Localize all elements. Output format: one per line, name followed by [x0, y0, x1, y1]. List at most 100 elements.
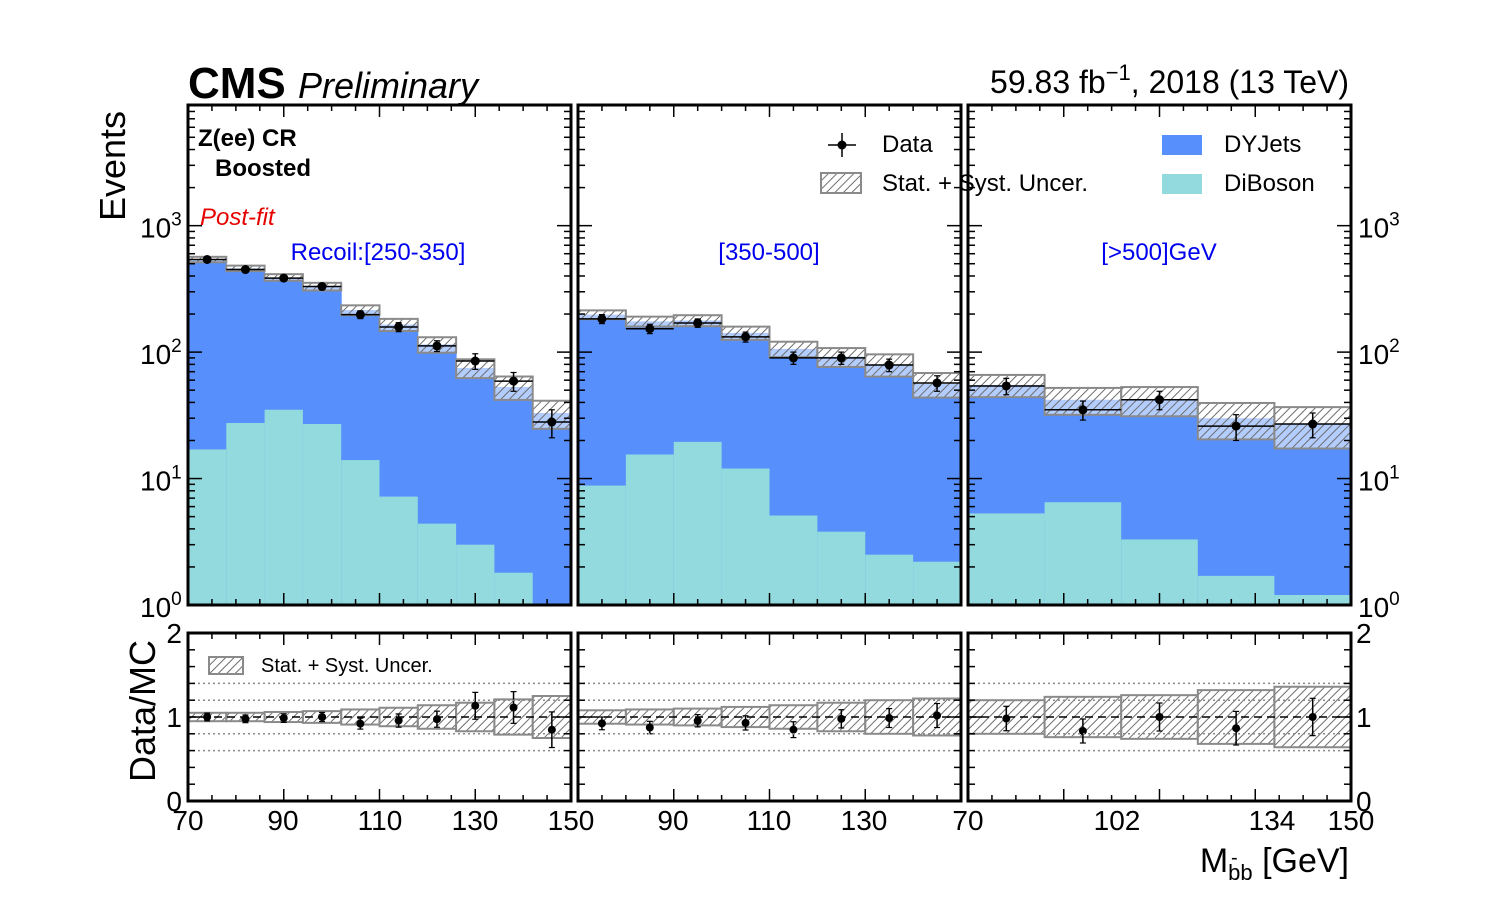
panel-2-data-point: [788, 353, 798, 363]
panel-1-data-point: [355, 310, 365, 320]
data-points: [188, 254, 1351, 749]
panel-3-ratio-point: [1002, 714, 1011, 723]
legend-top-right: DYJets DiBoson: [1162, 131, 1315, 197]
legend-ratio-uncertainty-swatch: [208, 656, 244, 675]
panel-2-ratio-point: [597, 719, 606, 728]
ratio-y-tick-label-right: 0: [1356, 786, 1372, 817]
panel-1-data-point: [547, 417, 557, 427]
panel-3-ratio-point: [1232, 724, 1241, 733]
legend-uncertainty-swatch: [820, 172, 862, 194]
legend-dyjets-label: DYJets: [1224, 131, 1301, 158]
legend-top-center: Data Stat. + Syst. Uncer.: [820, 131, 1088, 197]
panel-3-data-point: [1231, 421, 1241, 431]
panel-1-diboson-bar: [188, 449, 227, 605]
panel-2-bin-label: [350-500]: [718, 239, 819, 266]
legend-data-marker: [837, 140, 847, 150]
panel-1-ratio-point: [241, 714, 250, 723]
panel-3-ratio-point: [1078, 727, 1087, 735]
panel-2-diboson-bar: [865, 554, 914, 605]
ratio-y-axis-label: Data/MC: [122, 640, 163, 782]
y-tick-label-right: 103: [1358, 210, 1400, 244]
panel-2-diboson-bar: [817, 531, 866, 605]
y-tick-label-right: 101: [1358, 463, 1400, 497]
panel-1-dyjets-bar: [494, 386, 534, 605]
panel-3-data-point: [1078, 405, 1088, 415]
ratio-y-tick-label-right: 1: [1356, 702, 1372, 733]
preliminary-label: Preliminary: [298, 65, 480, 106]
panel-2-diboson-bar: [721, 468, 770, 605]
y-tick-label-left: 101: [140, 463, 182, 497]
x-tick-label: 70: [952, 805, 983, 836]
panel-2-ratio-point: [933, 711, 942, 720]
ratio-y-tick-label-left: 2: [166, 618, 182, 649]
x-tick-label: 90: [267, 805, 298, 836]
panel-1-ratio-point: [356, 719, 365, 728]
postfit-label: Post-fit: [200, 204, 276, 231]
panel-2-data-point: [597, 314, 607, 324]
x-tick-label: 130: [452, 805, 499, 836]
panel-1-ratio-point: [471, 701, 480, 710]
panel-1-ratio-point: [279, 714, 288, 723]
panel-1-ratio-point: [509, 703, 518, 712]
x-axis-label: Mbb [GeV]: [1200, 842, 1349, 885]
panel-2-ratio-point: [741, 718, 750, 727]
panel-2-diboson-bar: [578, 485, 627, 605]
panel-3-diboson-bar: [1197, 575, 1275, 605]
panel-1-ratio-point: [547, 725, 556, 734]
y-tick-label-left: 100: [140, 589, 182, 623]
y-tick-label-right: 100: [1358, 589, 1400, 623]
luminosity-label: 59.83 fb−1, 2018 (13 TeV): [990, 60, 1349, 100]
panel-2-ratio-point: [837, 714, 846, 723]
panel-1-data-point: [317, 282, 327, 292]
legend-ratio: Stat. + Syst. Uncer.: [208, 655, 433, 677]
panel-1-data-point: [509, 376, 519, 386]
panel-1-diboson-bar: [341, 460, 380, 605]
legend-dyjets-swatch: [1162, 135, 1202, 155]
y-tick-label-right: 102: [1358, 336, 1400, 370]
panel-2-diboson-bar: [673, 441, 723, 605]
ratio-y-tick-label-right: 2: [1356, 618, 1372, 649]
panel-1-data-point: [240, 265, 250, 275]
y-axis-label: Events: [92, 111, 133, 221]
legend-diboson-label: DiBoson: [1224, 170, 1315, 197]
panel-1-data-point: [279, 273, 289, 283]
x-tick-label: 70: [172, 805, 203, 836]
panel-2-ratio-point: [885, 714, 894, 723]
panel-2-ratio-point: [645, 723, 654, 732]
ratio-y-tick-label-left: 0: [166, 786, 182, 817]
panel-3-data-point: [1001, 381, 1011, 391]
panel-3-diboson-bar: [1274, 594, 1352, 605]
category-label: Boosted: [215, 155, 311, 182]
panel-1-diboson-bar: [302, 424, 342, 605]
x-tick-label: 110: [747, 805, 792, 836]
x-tick-label: 150: [548, 805, 595, 836]
panel-3-diboson-bar: [1044, 502, 1122, 605]
panel-2-diboson-bar: [625, 454, 675, 605]
ratio-y-tick-label-left: 1: [166, 702, 182, 733]
panel-2-ratio-point: [693, 716, 702, 725]
panel-3-diboson-bar: [968, 513, 1046, 605]
panel-2-data-point: [645, 324, 655, 334]
panel-2-diboson-bar: [913, 561, 962, 605]
region-label: Z(ee) CR: [198, 125, 297, 152]
x-tick-label: 134: [1249, 805, 1296, 836]
panel-2-data-point: [836, 353, 846, 363]
panel-2-diboson-bar: [769, 515, 818, 605]
panel-2-data-point: [693, 318, 703, 328]
panel-1-data-point: [470, 356, 480, 366]
histogram-fills: [188, 259, 1352, 605]
x-tick-label: 110: [358, 805, 403, 836]
panel-3-ratio-point: [1155, 713, 1164, 721]
panel-3-bin-label: [>500]GeV: [1101, 239, 1216, 266]
panel-2-ratio-point: [789, 725, 798, 734]
panel-2-data-point: [741, 332, 751, 342]
x-tick-label: 102: [1094, 805, 1141, 836]
panel-1-dyjets-bar: [532, 412, 572, 605]
panel-1-diboson-bar: [494, 572, 534, 605]
legend-data-label: Data: [882, 131, 933, 158]
panel-2-data-point: [884, 360, 894, 370]
x-axis-label-bar: -: [1231, 847, 1238, 869]
panel-1-data-point: [394, 322, 404, 332]
legend-ratio-uncertainty-label: Stat. + Syst. Uncer.: [261, 655, 433, 677]
